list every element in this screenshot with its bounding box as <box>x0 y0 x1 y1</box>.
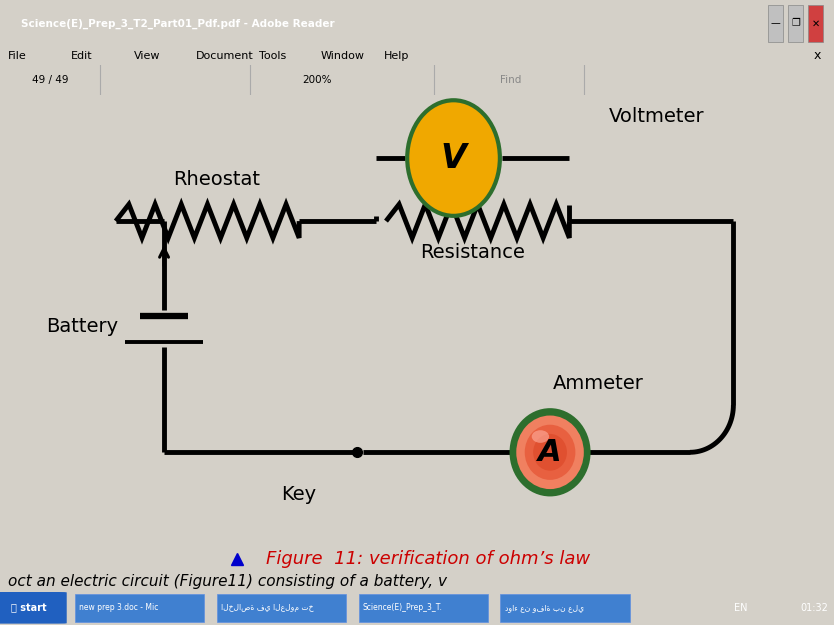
FancyBboxPatch shape <box>808 4 823 42</box>
Text: new prep 3.doc - Mic: new prep 3.doc - Mic <box>79 603 158 612</box>
Text: Find: Find <box>500 75 522 85</box>
Text: Science(E)_Prep_3_T.: Science(E)_Prep_3_T. <box>363 603 443 612</box>
Text: Key: Key <box>282 485 317 504</box>
Text: Figure  11: verification of ohm’s law: Figure 11: verification of ohm’s law <box>265 551 590 568</box>
Circle shape <box>533 434 567 471</box>
FancyBboxPatch shape <box>217 594 346 621</box>
Text: Science(E)_Prep_3_T2_Part01_Pdf.pdf - Adobe Reader: Science(E)_Prep_3_T2_Part01_Pdf.pdf - Ad… <box>21 18 334 29</box>
Text: ✕: ✕ <box>811 18 820 28</box>
Text: View: View <box>133 51 160 61</box>
Text: 200%: 200% <box>302 75 332 85</box>
Ellipse shape <box>407 100 500 216</box>
FancyBboxPatch shape <box>359 594 488 621</box>
Text: 🪟 start: 🪟 start <box>12 602 47 612</box>
FancyBboxPatch shape <box>75 594 204 621</box>
Text: Resistance: Resistance <box>420 243 525 262</box>
Text: Battery: Battery <box>46 317 118 336</box>
Circle shape <box>510 408 590 496</box>
Text: Ammeter: Ammeter <box>553 374 644 394</box>
Text: EN: EN <box>734 602 747 612</box>
Circle shape <box>516 416 584 489</box>
Text: Document: Document <box>196 51 254 61</box>
Text: 49 / 49: 49 / 49 <box>32 75 68 85</box>
Text: Window: Window <box>321 51 365 61</box>
Text: Voltmeter: Voltmeter <box>608 106 704 126</box>
Text: دواء عن وفاة بن علي: دواء عن وفاة بن علي <box>505 603 586 612</box>
FancyBboxPatch shape <box>768 4 783 42</box>
Text: ❐: ❐ <box>791 18 800 28</box>
Circle shape <box>525 425 575 480</box>
Text: Edit: Edit <box>71 51 93 61</box>
Text: Rheostat: Rheostat <box>173 169 260 189</box>
Text: Tools: Tools <box>259 51 286 61</box>
Text: x: x <box>814 49 821 62</box>
Text: 01:32: 01:32 <box>801 602 828 612</box>
Text: oct an electric circuit (Figure11) consisting of a battery, v: oct an electric circuit (Figure11) consi… <box>8 574 447 589</box>
Text: V: V <box>440 141 466 174</box>
Text: الخلاصة في العلوم تخ: الخلاصة في العلوم تخ <box>221 603 314 612</box>
FancyBboxPatch shape <box>500 594 630 621</box>
Text: A: A <box>538 438 562 467</box>
Text: File: File <box>8 51 27 61</box>
Ellipse shape <box>532 430 549 443</box>
FancyBboxPatch shape <box>788 4 803 42</box>
FancyBboxPatch shape <box>0 592 67 624</box>
Text: —: — <box>771 18 781 28</box>
Text: Help: Help <box>384 51 409 61</box>
